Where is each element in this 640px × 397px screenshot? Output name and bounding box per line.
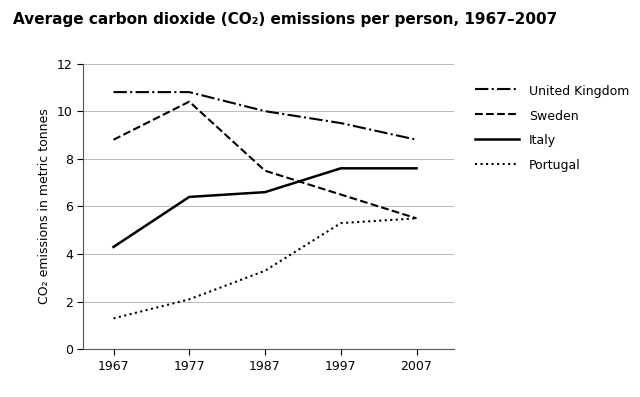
Italy [109, 245, 117, 249]
Italy [337, 166, 344, 171]
United Kingdom [186, 90, 193, 94]
Line: United Kingdom: United Kingdom [113, 92, 417, 140]
Italy [413, 166, 420, 171]
United Kingdom [109, 90, 117, 94]
United Kingdom [261, 109, 269, 114]
Line: Italy: Italy [113, 168, 417, 247]
Sweden [186, 99, 193, 104]
Portugal [109, 316, 117, 321]
Sweden [413, 216, 420, 221]
United Kingdom [413, 137, 420, 142]
Line: Portugal: Portugal [113, 218, 417, 318]
Legend: United Kingdom, Sweden, Italy, Portugal: United Kingdom, Sweden, Italy, Portugal [476, 84, 630, 172]
Portugal [186, 297, 193, 302]
Y-axis label: CO₂ emissions in metric tonnes: CO₂ emissions in metric tonnes [38, 108, 51, 304]
Sweden [337, 192, 344, 197]
Line: Sweden: Sweden [113, 102, 417, 218]
Sweden [109, 137, 117, 142]
Portugal [261, 268, 269, 273]
Portugal [413, 216, 420, 221]
Sweden [261, 168, 269, 173]
Portugal [337, 221, 344, 225]
United Kingdom [337, 121, 344, 125]
Italy [261, 190, 269, 195]
Text: Average carbon dioxide (CO₂) emissions per person, 1967–2007: Average carbon dioxide (CO₂) emissions p… [13, 12, 557, 27]
Italy [186, 195, 193, 199]
